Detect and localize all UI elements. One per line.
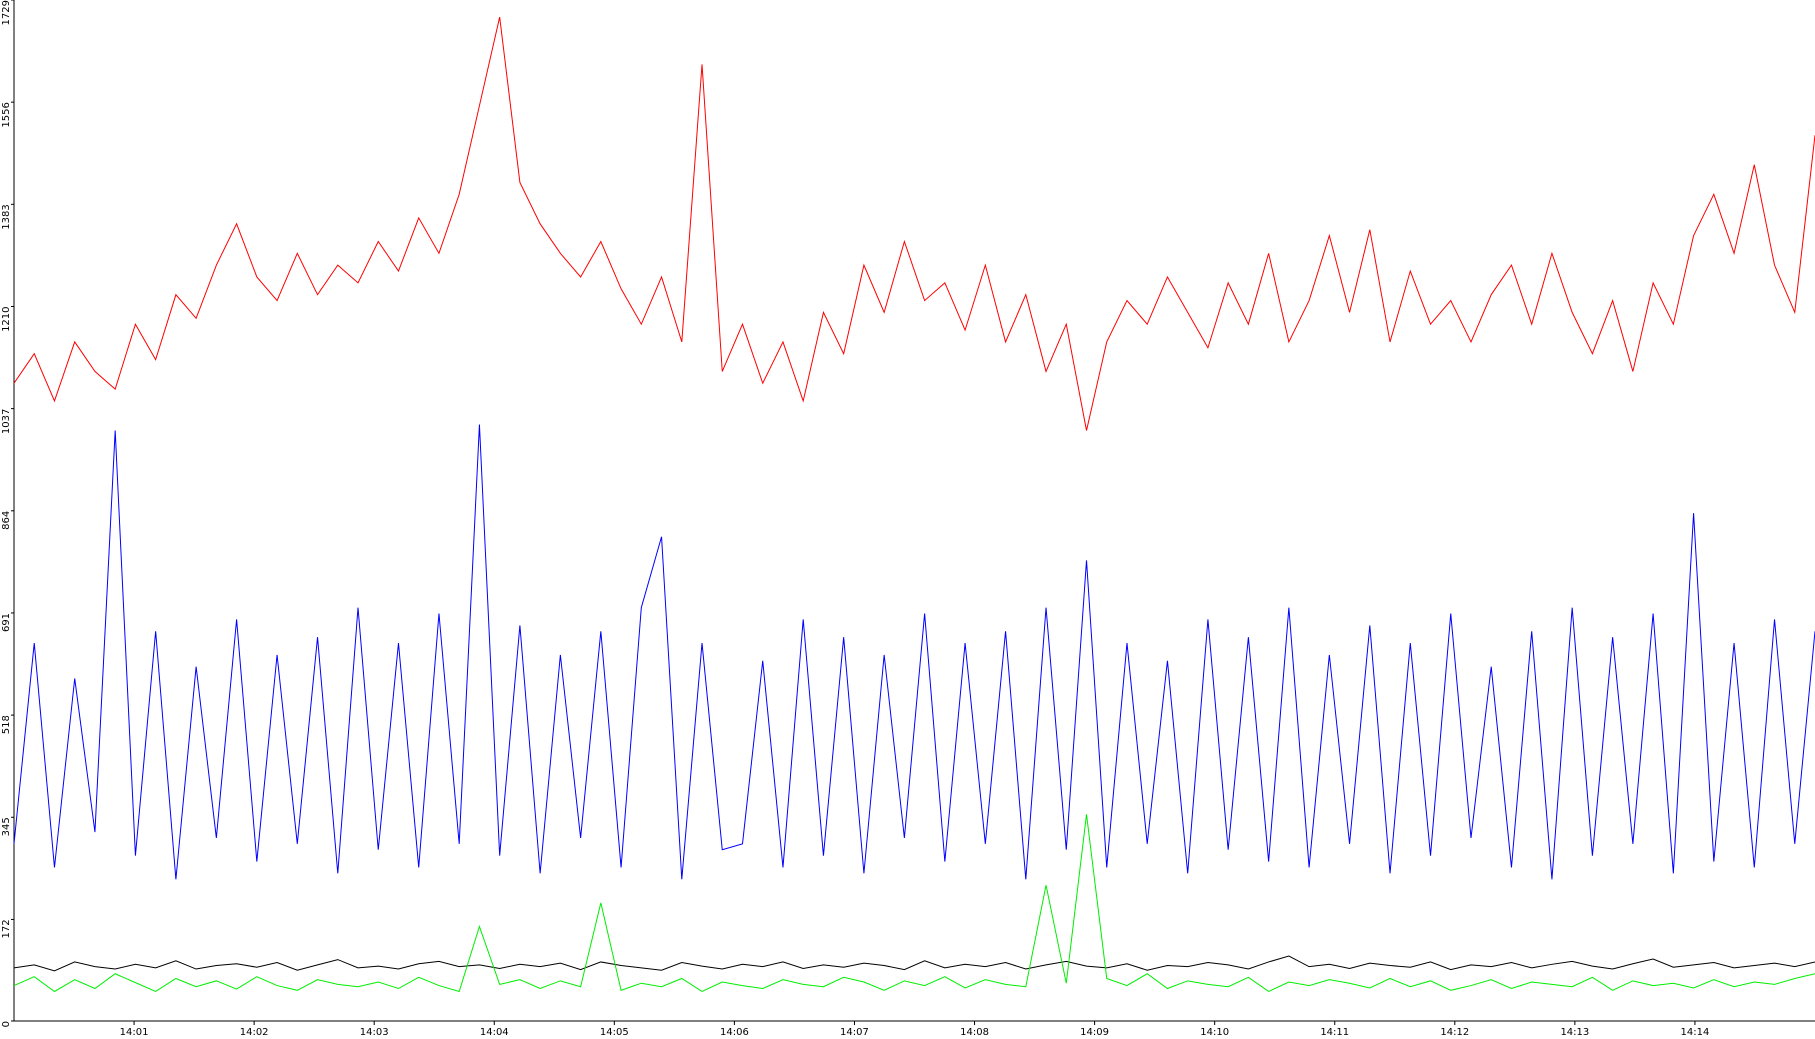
x-tick-label: 14:14 [1681,1027,1710,1038]
y-tick-label: 864 [1,511,12,530]
y-tick-label: 1383 [1,204,12,229]
x-tick-label: 14:05 [600,1027,629,1038]
series-line [13,814,1815,993]
x-tick-label: 14:07 [840,1027,869,1038]
x-tick-label: 14:08 [960,1027,989,1038]
y-tick-label: 1037 [1,409,12,434]
y-tick-label: 1556 [1,102,12,127]
series-line [13,17,1815,431]
x-tick-label: 14:10 [1200,1027,1229,1038]
y-tick-label: 172 [1,919,12,938]
x-tick-label: 14:09 [1080,1027,1109,1038]
y-tick-label: 1210 [1,306,12,331]
y-tick-label: 1729 [1,0,12,25]
series-line [13,955,1815,972]
series-line [13,424,1815,880]
x-tick-label: 14:13 [1560,1027,1589,1038]
y-tick-label: 518 [1,715,12,734]
y-tick-label: 345 [1,817,12,836]
x-tick-label: 14:11 [1320,1027,1349,1038]
y-tick-label: 691 [1,613,12,632]
y-tick-label: 0 [1,1021,12,1027]
x-tick-label: 14:04 [480,1027,509,1038]
x-tick-label: 14:02 [240,1027,269,1038]
x-tick-label: 14:06 [720,1027,749,1038]
x-tick-label: 14:03 [360,1027,389,1038]
x-tick-label: 14:01 [120,1027,149,1038]
x-tick-label: 14:12 [1440,1027,1469,1038]
